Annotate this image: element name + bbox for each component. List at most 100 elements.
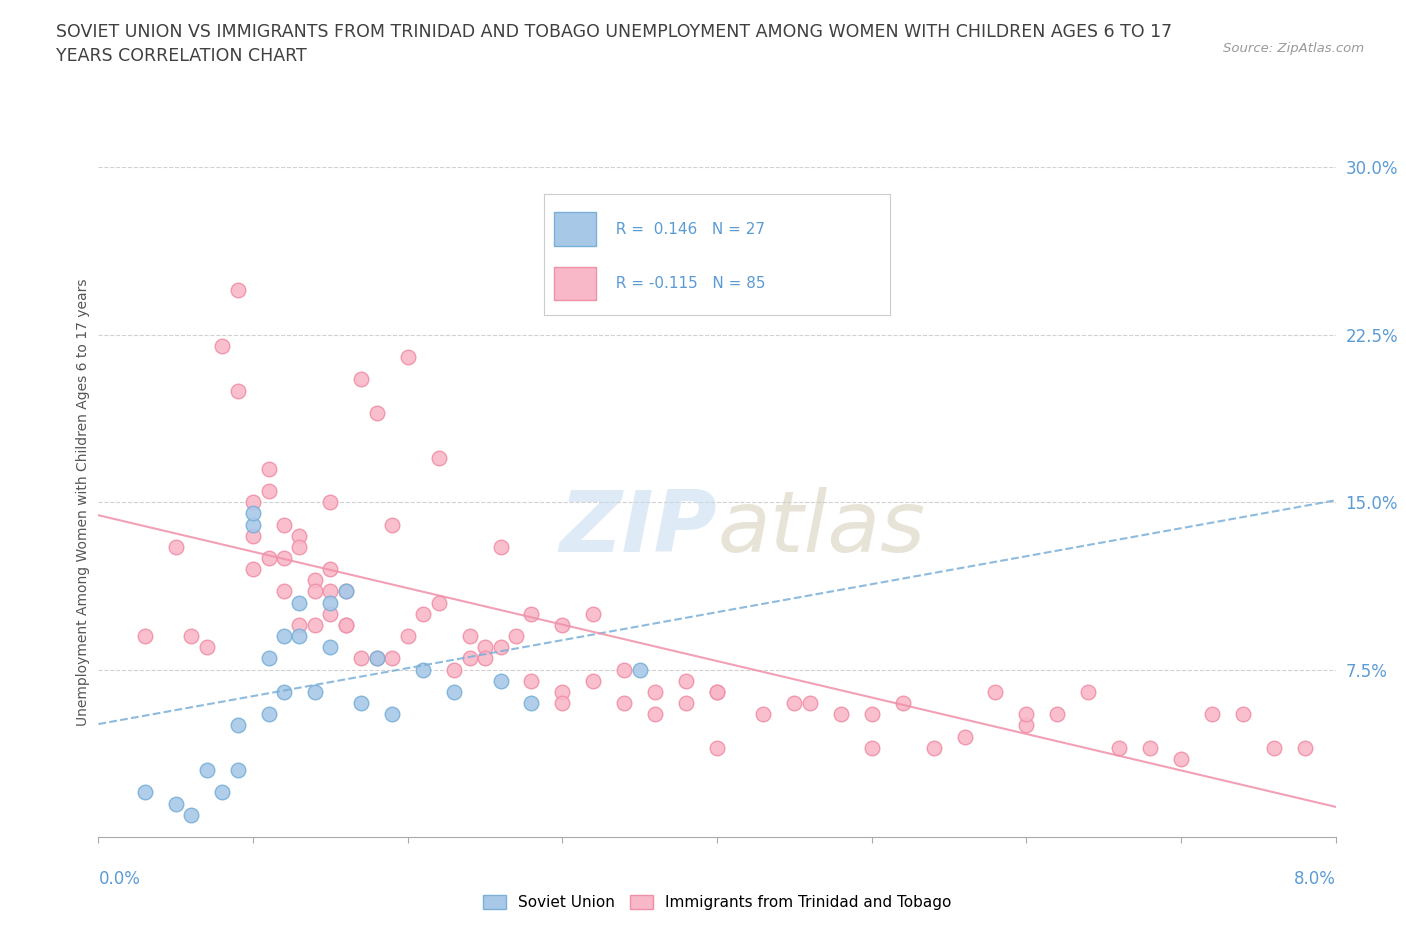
Point [1046,707,1069,722]
Point [489,640,512,655]
Point [319,606,342,621]
Point [706,684,728,699]
Point [644,684,666,699]
Point [381,517,404,532]
Point [257,551,280,565]
Point [1263,740,1285,755]
Point [288,539,311,554]
Point [257,651,280,666]
Point [860,740,883,755]
Point [396,350,419,365]
Point [675,696,697,711]
Point [520,696,543,711]
Text: ZIP: ZIP [560,487,717,570]
Point [613,696,636,711]
Point [319,562,342,577]
Point [520,606,543,621]
Point [922,740,945,755]
Point [706,684,728,699]
Point [350,696,373,711]
Point [551,696,574,711]
Point [288,595,311,610]
Point [706,740,728,755]
Point [830,707,852,722]
Point [366,405,388,420]
Point [474,651,496,666]
Point [304,584,326,599]
Point [582,673,605,688]
Point [412,606,434,621]
Point [226,283,249,298]
Point [288,528,311,543]
Point [273,584,295,599]
Point [273,629,295,644]
Point [304,573,326,588]
Point [319,640,342,655]
Point [165,796,187,811]
Point [165,539,187,554]
Point [366,651,388,666]
Point [257,461,280,476]
Point [304,618,326,632]
Point [505,629,527,644]
Point [226,718,249,733]
Point [226,383,249,398]
Y-axis label: Unemployment Among Women with Children Ages 6 to 17 years: Unemployment Among Women with Children A… [76,278,90,726]
Point [1201,707,1223,722]
Point [242,506,264,521]
Point [752,707,775,722]
Point [860,707,883,722]
Point [613,662,636,677]
Point [489,539,512,554]
Point [273,684,295,699]
Point [319,495,342,510]
Point [443,662,465,677]
Point [304,684,326,699]
Point [242,562,264,577]
Text: SOVIET UNION VS IMMIGRANTS FROM TRINIDAD AND TOBAGO UNEMPLOYMENT AMONG WOMEN WIT: SOVIET UNION VS IMMIGRANTS FROM TRINIDAD… [56,23,1173,65]
Point [195,763,218,777]
Point [582,606,605,621]
Point [242,517,264,532]
Text: Source: ZipAtlas.com: Source: ZipAtlas.com [1223,42,1364,55]
Point [288,618,311,632]
Point [489,673,512,688]
Text: 0.0%: 0.0% [98,870,141,887]
Point [335,584,357,599]
Point [180,629,202,644]
Point [551,618,574,632]
Point [273,517,295,532]
Point [628,662,651,677]
Point [675,673,697,688]
Point [1077,684,1099,699]
Point [273,551,295,565]
Legend: Soviet Union, Immigrants from Trinidad and Tobago: Soviet Union, Immigrants from Trinidad a… [477,889,957,916]
Point [366,651,388,666]
Text: 8.0%: 8.0% [1294,870,1336,887]
Point [984,684,1007,699]
Point [350,651,373,666]
Point [335,618,357,632]
Point [1170,751,1192,766]
Point [180,807,202,822]
Point [1294,740,1316,755]
Point [644,707,666,722]
Point [1015,707,1038,722]
Point [134,629,156,644]
Point [319,584,342,599]
Point [195,640,218,655]
Point [412,662,434,677]
Point [257,484,280,498]
Point [396,629,419,644]
Point [799,696,821,711]
Point [443,684,465,699]
Point [381,707,404,722]
Point [1139,740,1161,755]
Point [335,618,357,632]
Point [474,640,496,655]
Point [242,495,264,510]
Point [381,651,404,666]
Point [211,785,233,800]
Point [134,785,156,800]
Point [458,629,481,644]
